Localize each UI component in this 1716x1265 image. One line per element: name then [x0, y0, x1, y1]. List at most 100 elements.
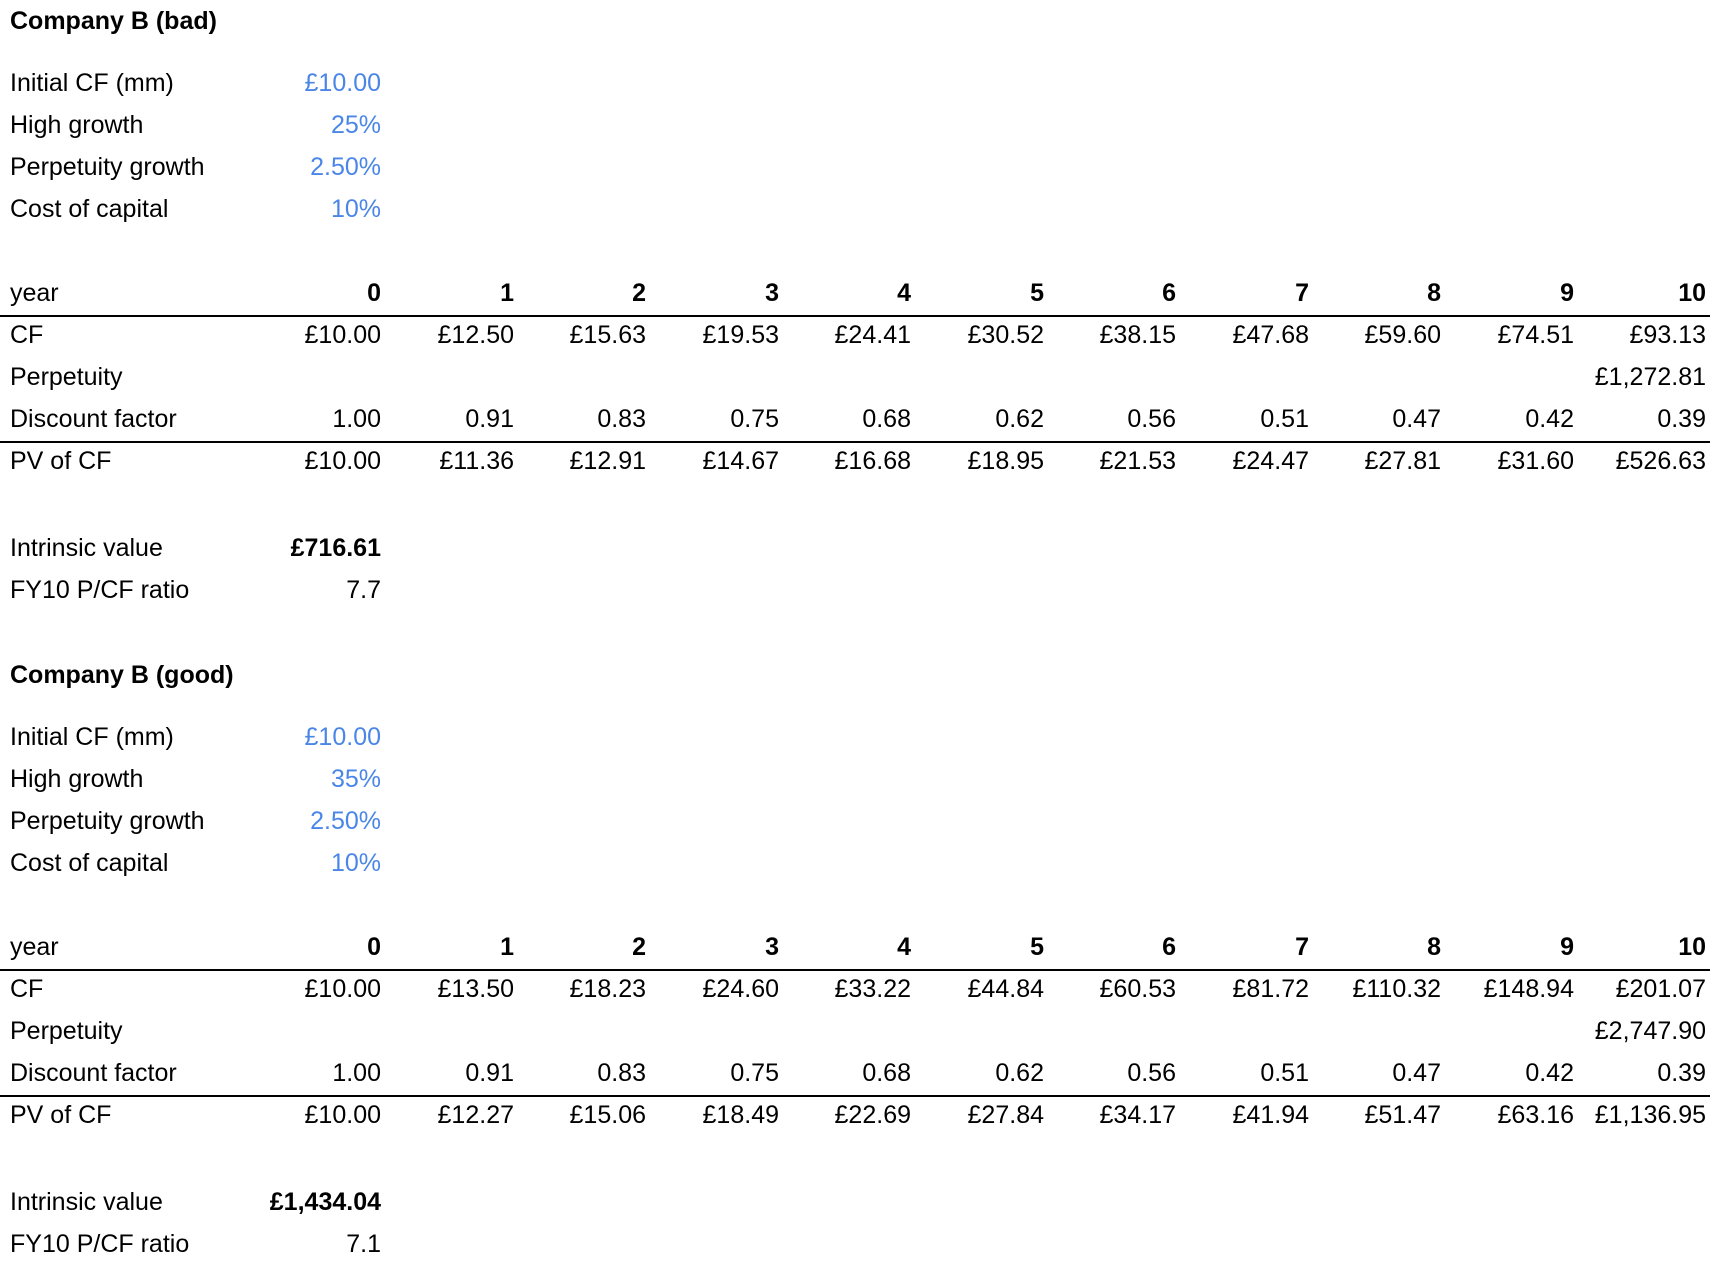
- pv-cell[interactable]: £18.95: [967, 447, 1044, 475]
- discount-cell[interactable]: 0.91: [465, 1059, 514, 1087]
- cf-cell[interactable]: £44.84: [967, 975, 1044, 1003]
- pv-cell[interactable]: £526.63: [1615, 447, 1706, 475]
- cf-cell[interactable]: £33.22: [834, 975, 911, 1003]
- row-label[interactable]: year: [10, 279, 59, 307]
- section-title[interactable]: Company B (bad): [10, 7, 217, 35]
- year-cell[interactable]: 1: [500, 279, 514, 307]
- year-cell[interactable]: 4: [897, 279, 911, 307]
- year-cell[interactable]: 7: [1295, 933, 1309, 961]
- row-label[interactable]: year: [10, 933, 59, 961]
- row-label[interactable]: PV of CF: [10, 447, 112, 475]
- year-cell[interactable]: 9: [1560, 933, 1574, 961]
- cf-cell[interactable]: £24.41: [834, 321, 911, 349]
- pv-cell[interactable]: £15.06: [569, 1101, 646, 1129]
- discount-cell[interactable]: 0.51: [1260, 405, 1309, 433]
- discount-cell[interactable]: 1.00: [332, 1059, 381, 1087]
- pv-cell[interactable]: £12.27: [437, 1101, 514, 1129]
- year-cell[interactable]: 9: [1560, 279, 1574, 307]
- year-cell[interactable]: 1: [500, 933, 514, 961]
- section-title[interactable]: Company B (good): [10, 661, 234, 689]
- perpetuity-cell[interactable]: £1,272.81: [1594, 363, 1706, 391]
- year-cell[interactable]: 10: [1678, 279, 1706, 307]
- cf-cell[interactable]: £74.51: [1497, 321, 1574, 349]
- result-label[interactable]: Intrinsic value: [10, 534, 163, 562]
- cf-cell[interactable]: £81.72: [1232, 975, 1309, 1003]
- input-label[interactable]: Perpetuity growth: [10, 807, 205, 835]
- pv-cell[interactable]: £41.94: [1232, 1101, 1309, 1129]
- year-cell[interactable]: 0: [367, 933, 381, 961]
- cf-cell[interactable]: £10.00: [304, 321, 381, 349]
- cf-cell[interactable]: £59.60: [1364, 321, 1441, 349]
- discount-cell[interactable]: 1.00: [332, 405, 381, 433]
- year-cell[interactable]: 7: [1295, 279, 1309, 307]
- year-cell[interactable]: 0: [367, 279, 381, 307]
- result-label[interactable]: FY10 P/CF ratio: [10, 576, 190, 604]
- cf-cell[interactable]: £10.00: [304, 975, 381, 1003]
- intrinsic-value[interactable]: £1,434.04: [269, 1188, 381, 1216]
- year-cell[interactable]: 5: [1030, 279, 1044, 307]
- year-cell[interactable]: 8: [1427, 279, 1441, 307]
- input-value[interactable]: 35%: [330, 765, 381, 793]
- pv-cell[interactable]: £27.81: [1364, 447, 1441, 475]
- input-label[interactable]: Initial CF (mm): [10, 723, 174, 751]
- pv-cell[interactable]: £22.69: [834, 1101, 911, 1129]
- pv-cell[interactable]: £10.00: [304, 1101, 381, 1129]
- cf-cell[interactable]: £19.53: [702, 321, 779, 349]
- input-value[interactable]: £10.00: [304, 723, 381, 751]
- year-cell[interactable]: 3: [765, 279, 779, 307]
- row-label[interactable]: Discount factor: [10, 405, 177, 433]
- discount-cell[interactable]: 0.42: [1525, 1059, 1574, 1087]
- ratio-value[interactable]: 7.7: [346, 576, 381, 604]
- cf-cell[interactable]: £13.50: [437, 975, 514, 1003]
- discount-cell[interactable]: 0.56: [1127, 405, 1176, 433]
- cf-cell[interactable]: £148.94: [1483, 975, 1574, 1003]
- pv-cell[interactable]: £16.68: [834, 447, 911, 475]
- year-cell[interactable]: 5: [1030, 933, 1044, 961]
- year-cell[interactable]: 10: [1678, 933, 1706, 961]
- pv-cell[interactable]: £31.60: [1497, 447, 1574, 475]
- perpetuity-cell[interactable]: £2,747.90: [1594, 1017, 1706, 1045]
- cf-cell[interactable]: £38.15: [1099, 321, 1176, 349]
- pv-cell[interactable]: £51.47: [1364, 1101, 1441, 1129]
- discount-cell[interactable]: 0.47: [1392, 405, 1441, 433]
- discount-cell[interactable]: 0.83: [597, 1059, 646, 1087]
- pv-cell[interactable]: £63.16: [1497, 1101, 1574, 1129]
- cf-cell[interactable]: £47.68: [1232, 321, 1309, 349]
- pv-cell[interactable]: £21.53: [1099, 447, 1176, 475]
- cf-cell[interactable]: £12.50: [437, 321, 514, 349]
- input-value[interactable]: 10%: [330, 849, 381, 877]
- input-value[interactable]: 2.50%: [310, 807, 381, 835]
- year-cell[interactable]: 6: [1162, 933, 1176, 961]
- pv-cell[interactable]: £27.84: [967, 1101, 1044, 1129]
- pv-cell[interactable]: £14.67: [702, 447, 779, 475]
- discount-cell[interactable]: 0.68: [862, 405, 911, 433]
- discount-cell[interactable]: 0.39: [1657, 1059, 1706, 1087]
- year-cell[interactable]: 8: [1427, 933, 1441, 961]
- row-label[interactable]: PV of CF: [10, 1101, 112, 1129]
- input-label[interactable]: Cost of capital: [10, 195, 169, 223]
- row-label[interactable]: Discount factor: [10, 1059, 177, 1087]
- discount-cell[interactable]: 0.62: [995, 1059, 1044, 1087]
- discount-cell[interactable]: 0.83: [597, 405, 646, 433]
- input-label[interactable]: Cost of capital: [10, 849, 169, 877]
- input-label[interactable]: Initial CF (mm): [10, 69, 174, 97]
- cf-cell[interactable]: £30.52: [967, 321, 1044, 349]
- discount-cell[interactable]: 0.39: [1657, 405, 1706, 433]
- pv-cell[interactable]: £1,136.95: [1594, 1101, 1706, 1129]
- input-value[interactable]: 2.50%: [310, 153, 381, 181]
- pv-cell[interactable]: £11.36: [439, 447, 514, 475]
- row-label[interactable]: CF: [10, 975, 44, 1003]
- discount-cell[interactable]: 0.75: [730, 1059, 779, 1087]
- cf-cell[interactable]: £18.23: [569, 975, 646, 1003]
- input-label[interactable]: Perpetuity growth: [10, 153, 205, 181]
- pv-cell[interactable]: £18.49: [702, 1101, 779, 1129]
- pv-cell[interactable]: £24.47: [1232, 447, 1309, 475]
- input-value[interactable]: 10%: [330, 195, 381, 223]
- cf-cell[interactable]: £110.32: [1352, 975, 1441, 1003]
- discount-cell[interactable]: 0.47: [1392, 1059, 1441, 1087]
- pv-cell[interactable]: £10.00: [304, 447, 381, 475]
- discount-cell[interactable]: 0.56: [1127, 1059, 1176, 1087]
- year-cell[interactable]: 4: [897, 933, 911, 961]
- pv-cell[interactable]: £34.17: [1099, 1101, 1176, 1129]
- year-cell[interactable]: 3: [765, 933, 779, 961]
